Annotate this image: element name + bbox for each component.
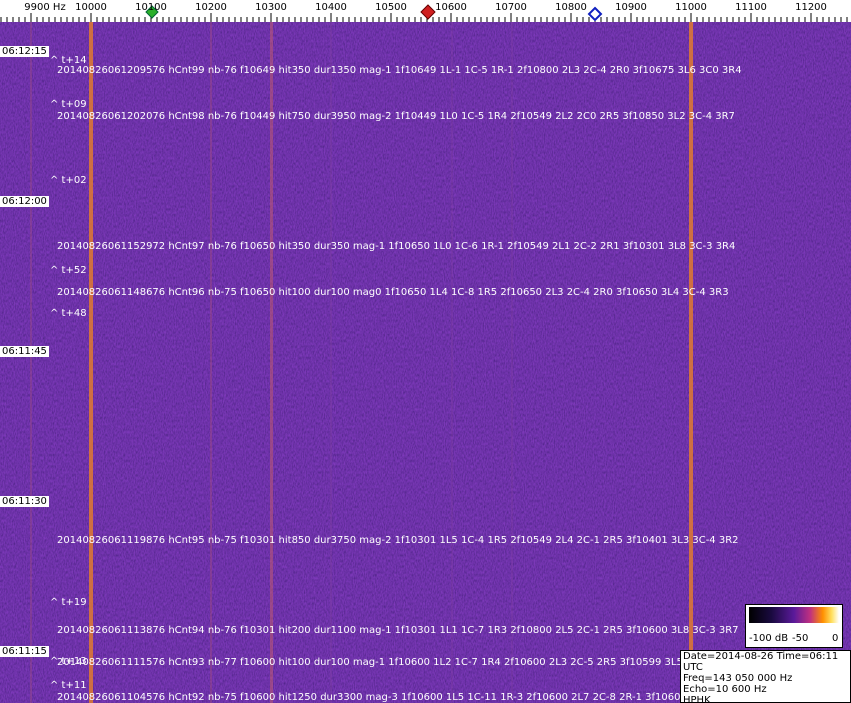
info-line: Echo=10 600 Hz bbox=[683, 684, 767, 695]
freq-label: 11100 bbox=[735, 2, 767, 13]
freq-label: 11000 bbox=[675, 2, 707, 13]
freq-label: 10000 bbox=[75, 2, 107, 13]
colorbar: -100 dB -50 0 bbox=[745, 604, 843, 648]
marker-label: ^ t+48 bbox=[50, 308, 87, 319]
info-line: HPHK bbox=[683, 695, 711, 703]
freq-label: 10300 bbox=[255, 2, 287, 13]
freq-label: 10400 bbox=[315, 2, 347, 13]
marker-label: ^ t+14 bbox=[50, 55, 87, 66]
time-label: 06:11:30 bbox=[0, 496, 49, 507]
time-label: 06:12:00 bbox=[0, 196, 49, 207]
marker-label: ^ t+02 bbox=[50, 175, 87, 186]
detection: 20140826061119876 hCnt95 nb-75 f10301 hi… bbox=[57, 535, 739, 546]
time-label: 06:11:45 bbox=[0, 346, 49, 357]
detection: 20140826061209576 hCnt99 nb-76 f10649 hi… bbox=[57, 65, 742, 76]
axis-ticks bbox=[0, 13, 848, 22]
detection: 20140826061152972 hCnt97 nb-76 f10650 hi… bbox=[57, 241, 736, 252]
time-label: 06:11:15 bbox=[0, 646, 49, 657]
noise bbox=[0, 22, 851, 703]
marker-label: ^ t+19 bbox=[50, 597, 87, 608]
detection: 20140826061111576 hCnt93 nb-77 f10600 hi… bbox=[57, 657, 710, 668]
marker-label: ^ t+52 bbox=[50, 265, 87, 276]
detection: 20140826061202076 hCnt98 nb-76 f10449 hi… bbox=[57, 111, 735, 122]
detection: 20140826061113876 hCnt94 nb-76 f10301 hi… bbox=[57, 625, 739, 636]
freq-label: 10600 bbox=[435, 2, 467, 13]
colorbar-label: -50 bbox=[792, 633, 809, 644]
freq-label: 9900 Hz bbox=[24, 2, 66, 13]
marker-label: ^ t+11 bbox=[50, 680, 87, 691]
freq-label: 10200 bbox=[195, 2, 227, 13]
freq-label: 10700 bbox=[495, 2, 527, 13]
marker-green bbox=[145, 5, 159, 19]
detection: 20140826061104576 hCnt92 nb-75 f10600 hi… bbox=[57, 692, 709, 703]
marker-label: ^ t+13 bbox=[50, 656, 87, 667]
marker-blue bbox=[587, 6, 603, 22]
info-line: Date=2014-08-26 Time=06:11 UTC bbox=[683, 651, 839, 673]
info-line: Freq=143 050 000 Hz bbox=[683, 673, 793, 684]
freq-label: 10900 bbox=[615, 2, 647, 13]
carrier-lines bbox=[30, 22, 693, 703]
marker-label: ^ t+09 bbox=[50, 99, 87, 110]
detection: 20140826061148676 hCnt96 nb-75 f10650 hi… bbox=[57, 287, 729, 298]
colorbar-label: -100 dB bbox=[749, 633, 789, 644]
info-box: Date=2014-08-26 Time=06:11 UTC Freq=143 0… bbox=[680, 650, 851, 703]
marker-red bbox=[420, 4, 436, 20]
colorbar-label: 0 bbox=[832, 633, 839, 644]
time-label: 06:12:15 bbox=[0, 46, 49, 57]
freq-label: 11200 bbox=[795, 2, 827, 13]
freq-label: 10500 bbox=[375, 2, 407, 13]
freq-label: 10100 bbox=[135, 2, 167, 13]
freq-label: 10800 bbox=[555, 2, 587, 13]
